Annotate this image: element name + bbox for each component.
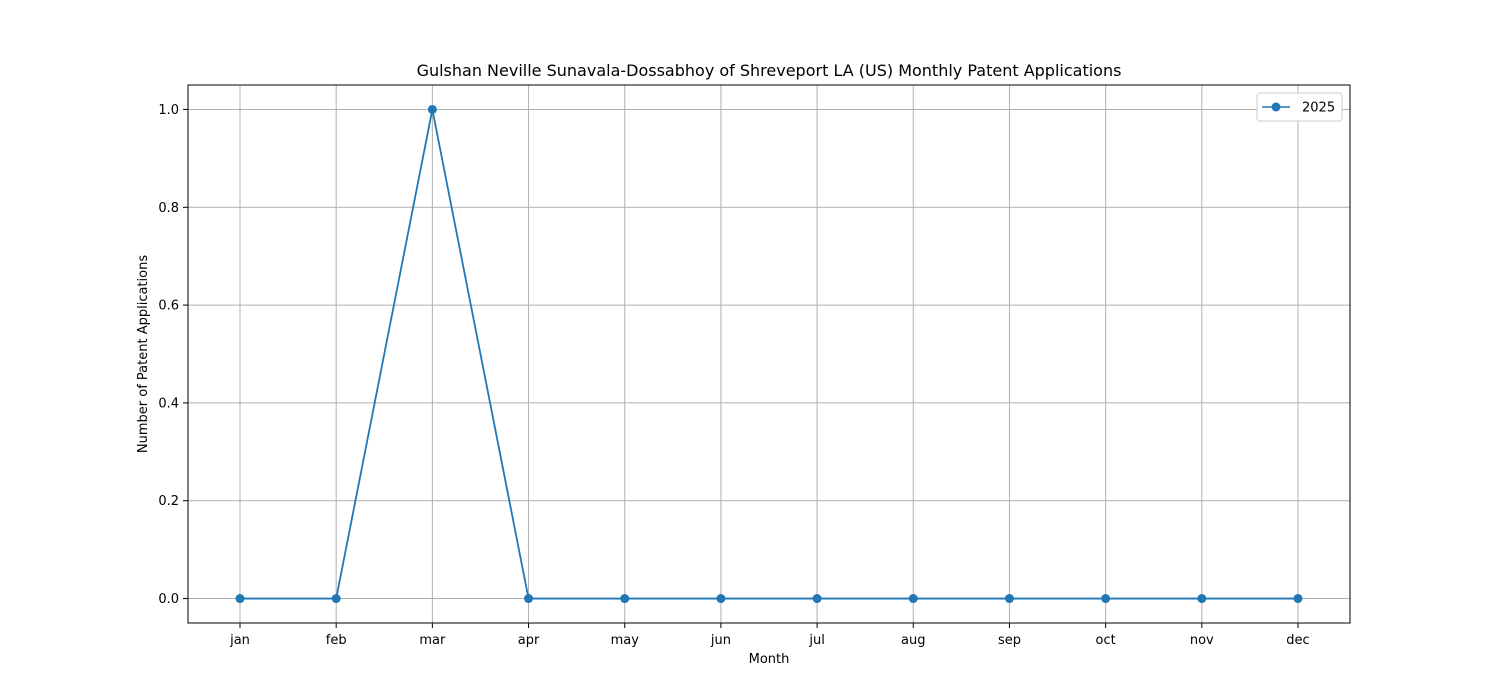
legend: 2025 (1257, 93, 1342, 121)
y-tick-label: 0.0 (158, 592, 179, 607)
x-tick-label: may (611, 633, 640, 648)
data-point (1005, 594, 1014, 603)
x-tick-label: aug (901, 633, 925, 648)
data-point (909, 594, 918, 603)
y-tick-label: 0.2 (158, 494, 179, 509)
x-axis-title: Month (749, 652, 790, 667)
chart-title: Gulshan Neville Sunavala-Dossabhoy of Sh… (417, 61, 1122, 80)
x-tick-label: mar (419, 633, 446, 648)
data-point (428, 105, 437, 114)
legend-point-marker (1272, 103, 1281, 112)
x-tick-label: oct (1096, 633, 1116, 648)
legend-label: 2025 (1302, 101, 1335, 116)
x-tick-label: feb (326, 633, 347, 648)
data-point (1294, 594, 1303, 603)
y-tick-label: 0.4 (158, 396, 179, 411)
data-point (236, 594, 245, 603)
x-tick-label: sep (998, 633, 1021, 648)
y-axis-title: Number of Patent Applications (136, 255, 151, 453)
x-tick-label: apr (518, 633, 540, 648)
x-tick-label: nov (1190, 633, 1214, 648)
data-point (524, 594, 533, 603)
data-point (1197, 594, 1206, 603)
x-tick-label: jun (710, 633, 731, 648)
x-tick-label: jul (808, 633, 824, 648)
data-point (716, 594, 725, 603)
x-tick-label: jan (229, 633, 250, 648)
data-point (813, 594, 822, 603)
data-point (620, 594, 629, 603)
y-tick-label: 1.0 (158, 103, 179, 118)
y-tick-label: 0.8 (158, 201, 179, 216)
y-tick-label: 0.6 (158, 299, 179, 314)
x-tick-label: dec (1286, 633, 1309, 648)
data-point (1101, 594, 1110, 603)
data-point (332, 594, 341, 603)
